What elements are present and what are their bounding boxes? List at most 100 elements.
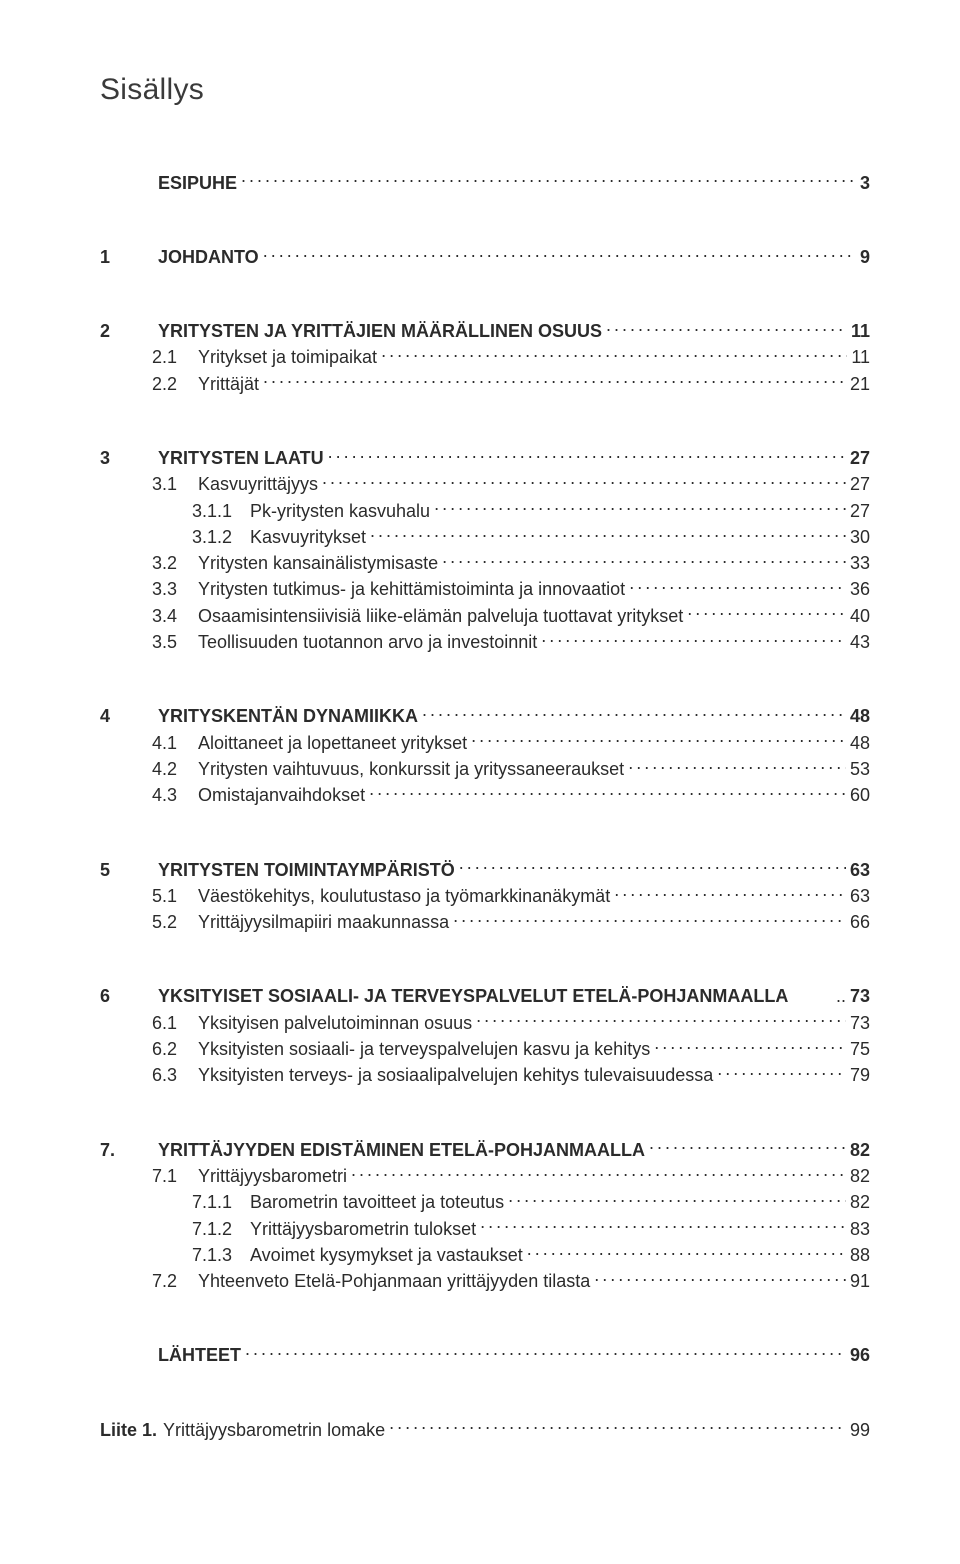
toc-gap: [100, 810, 870, 858]
toc-leader: [471, 731, 846, 749]
toc-row: 7.1.1Barometrin tavoitteet ja toteutus 82: [100, 1190, 870, 1214]
toc-label: Yksityisten terveys- ja sosiaalipalveluj…: [198, 1063, 717, 1087]
toc-leader: [370, 525, 846, 543]
toc-row: 7.YRITTÄJYYDEN EDISTÄMINEN ETELÄ-POHJANM…: [100, 1138, 870, 1162]
toc-row: 4YRITYSKENTÄN DYNAMIIKKA48: [100, 704, 870, 728]
toc-number: 5: [100, 858, 158, 882]
toc-row: 3.3Yritysten tutkimus- ja kehittämistoim…: [100, 577, 870, 601]
toc-leader: [649, 1138, 846, 1156]
toc-page: 63: [846, 858, 870, 882]
toc-page: 82: [846, 1190, 870, 1214]
toc-prefix: Liite 1.: [100, 1418, 163, 1442]
toc-page: 11: [847, 319, 870, 343]
toc-page: 27: [846, 472, 870, 496]
toc-page: 75: [846, 1037, 870, 1061]
toc-page: 66: [846, 910, 870, 934]
toc-number: 6.3: [100, 1063, 198, 1087]
toc-gap: [100, 936, 870, 984]
toc-label: YRITYSTEN JA YRITTÄJIEN MÄÄRÄLLINEN OSUU…: [158, 319, 606, 343]
toc-page: 48: [846, 731, 870, 755]
toc-label: Yritysten vaihtuvuus, konkurssit ja yrit…: [198, 757, 628, 781]
page-title: Sisällys: [100, 70, 870, 111]
toc-number: 2.1: [100, 345, 198, 369]
toc-page: 79: [846, 1063, 870, 1087]
toc-label: Yritysten tutkimus- ja kehittämistoimint…: [198, 577, 629, 601]
toc-row: ESIPUHE3: [100, 171, 870, 195]
toc-row: 7.2Yhteenveto Etelä-Pohjanmaan yrittäjyy…: [100, 1269, 870, 1293]
toc-label: YRITYSTEN TOIMINTAYMPÄRISTÖ: [158, 858, 459, 882]
toc-label: Yritysten kansainälistymisaste: [198, 551, 442, 575]
toc-leader: [245, 1343, 846, 1361]
toc-page: 63: [846, 884, 870, 908]
toc-label: Kasvuyrittäjyys: [198, 472, 322, 496]
toc-gap: [100, 398, 870, 446]
toc-leader: [541, 630, 846, 648]
toc-row: 4.2Yritysten vaihtuvuus, konkurssit ja y…: [100, 757, 870, 781]
toc-row: 6.3Yksityisten terveys- ja sosiaalipalve…: [100, 1063, 870, 1087]
toc-row: 5.2Yrittäjyysilmapiiri maakunnassa66: [100, 910, 870, 934]
toc-label: Kasvuyritykset: [250, 525, 370, 549]
toc-label: LÄHTEET: [158, 1343, 245, 1367]
toc-row: 3.1.1Pk-yritysten kasvuhalu27: [100, 499, 870, 523]
toc-label: Omistajanvaihdokset: [198, 783, 369, 807]
toc-number: 1: [100, 245, 158, 269]
toc-row: 6YKSITYISET SOSIAALI- JA TERVEYSPALVELUT…: [100, 984, 870, 1008]
toc-row: 3.5Teollisuuden tuotannon arvo ja invest…: [100, 630, 870, 654]
toc-number: 7.1.2: [100, 1217, 250, 1241]
toc-leader: [351, 1164, 846, 1182]
toc-row: 7.1Yrittäjyysbarometri82: [100, 1164, 870, 1188]
toc-page: 82: [846, 1138, 870, 1162]
toc-number: 6: [100, 984, 158, 1008]
toc-leader: [442, 551, 846, 569]
toc-leader: [606, 319, 847, 337]
toc-page: 73: [846, 1011, 870, 1035]
toc-label: Väestökehitys, koulutustaso ja työmarkki…: [198, 884, 614, 908]
toc-number: 6.1: [100, 1011, 198, 1035]
toc-row: 4.3Omistajanvaihdokset60: [100, 783, 870, 807]
toc-label: Yrittäjyysbarometrin tulokset: [250, 1217, 480, 1241]
toc-page: 11: [847, 345, 870, 369]
toc-leader: [687, 604, 846, 622]
toc-leader: [263, 372, 846, 390]
toc-number: 3.4: [100, 604, 198, 628]
toc-leader: [628, 757, 846, 775]
toc-label: Avoimet kysymykset ja vastaukset: [250, 1243, 527, 1267]
toc-leader: [480, 1217, 846, 1235]
toc-number: 3: [100, 446, 158, 470]
toc-row: 5YRITYSTEN TOIMINTAYMPÄRISTÖ 63: [100, 858, 870, 882]
toc-number: 3.5: [100, 630, 198, 654]
toc-number: 3.1.1: [100, 499, 250, 523]
toc-leader: [389, 1418, 846, 1436]
toc-leader: [328, 446, 846, 464]
toc-row: 1JOHDANTO9: [100, 245, 870, 269]
toc-label: JOHDANTO: [158, 245, 263, 269]
toc-label: Yrittäjyysbarometrin lomake: [163, 1418, 389, 1442]
toc-page: 83: [846, 1217, 870, 1241]
toc-label: Barometrin tavoitteet ja toteutus: [250, 1190, 508, 1214]
toc-number: 4.2: [100, 757, 198, 781]
toc-leader: [322, 472, 846, 490]
toc-page: 91: [846, 1269, 870, 1293]
toc-number: 4.1: [100, 731, 198, 755]
toc-page: 36: [846, 577, 870, 601]
toc-number: 7.1.1: [100, 1190, 250, 1214]
toc-page: 27: [846, 446, 870, 470]
toc-number: 3.2: [100, 551, 198, 575]
toc-leader: [422, 704, 846, 722]
toc-page: 30: [846, 525, 870, 549]
toc-label: Yrittäjyysilmapiiri maakunnassa: [198, 910, 453, 934]
toc-leader: [381, 345, 847, 363]
toc-label: YRITTÄJYYDEN EDISTÄMINEN ETELÄ-POHJANMAA…: [158, 1138, 649, 1162]
toc-leader: [434, 499, 846, 517]
toc-row: 2.2Yrittäjät21: [100, 372, 870, 396]
toc-label: Yhteenveto Etelä-Pohjanmaan yrittäjyyden…: [198, 1269, 594, 1293]
toc-leader: [508, 1190, 846, 1208]
toc-row: 3.2Yritysten kansainälistymisaste33: [100, 551, 870, 575]
toc-page: 3: [856, 171, 870, 195]
toc-number: 2.2: [100, 372, 198, 396]
toc-page: 40: [846, 604, 870, 628]
toc-page: 99: [846, 1418, 870, 1442]
toc-number: 4.3: [100, 783, 198, 807]
toc-number: 5.1: [100, 884, 198, 908]
toc-leader: [614, 884, 846, 902]
